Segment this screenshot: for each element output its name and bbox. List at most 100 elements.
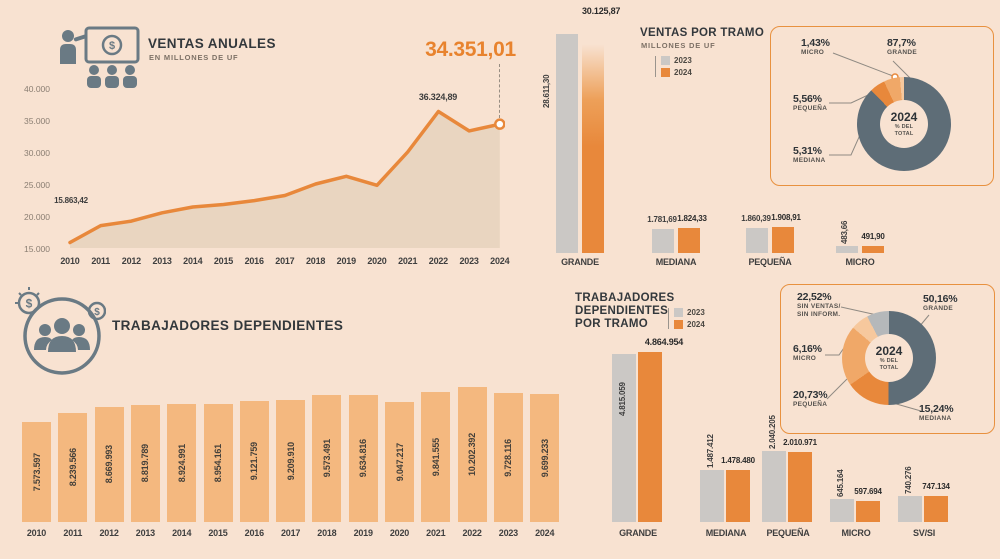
legend-swatch-2024-icon [661,68,670,77]
ventas-line-chart [68,109,505,248]
category-PEQUEÑA: PEQUEÑA [748,257,792,267]
donut-segment-label-3: 6,16% MICRO [793,343,822,363]
year-2016: 2016 [244,256,264,266]
category-GRANDE: GRANDE [619,528,657,538]
category-SV-SI: SV/SI [912,528,935,538]
bar-2023-SV/SI [898,496,922,522]
bar-2010: 7.573.597 [22,422,51,522]
bar-2023-PEQUEÑA [762,451,786,522]
value-2023-PEQUEÑA: 2.040.205 [768,415,777,449]
year-2023: 2023 [459,256,479,266]
legend-item-2023: 2023 [661,56,692,65]
segment-name: MICRO [793,355,817,363]
segment-pct: 15,24% [919,403,954,415]
year-2021: 2021 [398,256,418,266]
year-2021: 2021 [426,528,446,538]
year-2010: 2010 [60,256,80,266]
bar-2024-MICRO [856,501,880,522]
donut-center-subtitle: % DEL TOTAL [894,124,914,137]
value-2024-MICRO: 491,90 [861,232,885,241]
bar-2011: 8.239.566 [58,413,88,522]
year-2018: 2018 [317,528,337,538]
value-2023-GRANDE: 28.611,30 [542,74,551,108]
bar-2024: 9.699.233 [530,394,560,522]
trabajadores-por-tramo-legend: 2023 2024 [668,308,705,329]
year-2013: 2013 [135,528,155,538]
donut-center: 2024 % DEL TOTAL [880,100,928,148]
last-point-marker [494,118,505,130]
bar-2023-MEDIANA [700,470,724,522]
ventas-share-panel: 2024 % DEL TOTAL 87,7% GRANDE 5,31% MEDIANA… [770,26,994,186]
category-MEDIANA: MEDIANA [655,257,697,267]
trabajadores-por-tramo-title: TRABAJADORES DEPENDIENTES POR TRAMO [575,292,675,330]
segment-pct: 20,73% [793,389,828,401]
legend-swatch-2023-icon [674,308,683,317]
donut-segment-label-1: 15,24% MEDIANA [919,403,954,423]
dollar-icon: $ [94,307,100,318]
value-2023-MEDIANA: 1.487.412 [706,434,715,468]
bar-2024-MEDIANA [678,228,700,253]
year-2016: 2016 [244,528,264,538]
year-2023: 2023 [498,528,518,538]
legend-swatch-2023-icon [661,56,670,65]
category-MICRO: MICRO [841,528,871,538]
value-2023-SV/SI: 740.276 [904,466,913,494]
y-tick: 30.000 [24,148,50,158]
year-2022: 2022 [428,256,448,266]
trabajadores-share-panel: 2024 % DEL TOTAL 50,16% GRANDE 15,24% MEDIA… [780,284,995,434]
bar-2017: 9.209.910 [276,400,306,522]
donut-center: 2024 % DEL TOTAL [865,334,913,382]
legend-label-2023: 2023 [674,56,692,65]
bar-2024-MICRO [862,246,884,253]
value-2023-PEQUEÑA: 1.860,39 [741,214,771,223]
highlight-dashed-line [499,64,500,118]
bar-value-label: 8.819.789 [140,444,151,483]
value-2024-GRANDE: 4.864.954 [644,337,684,347]
year-2014: 2014 [172,528,192,538]
bar-2024-GRANDE [582,40,604,253]
segment-pct: 87,7% [887,37,916,49]
bar-value-label: 9.841.555 [430,437,441,477]
bar-2024-GRANDE [638,352,662,522]
y-tick: 40.000 [24,84,50,94]
ventas-anuales-title: VENTAS ANUALES [148,36,276,51]
year-2017: 2017 [275,256,295,266]
first-point-annotation: 15.863,42 [54,196,88,205]
value-2024-PEQUEÑA: 1.908,91 [771,213,801,222]
bar-2024-MEDIANA [726,470,750,522]
bar-2023-PEQUEÑA [746,228,768,253]
bar-2014: 8.924.991 [167,404,197,522]
year-2017: 2017 [280,528,301,538]
bar-2023: 9.728.116 [493,393,523,522]
value-2023-MEDIANA: 1.781,69 [647,215,677,224]
bar-2019: 9.634.816 [348,395,378,522]
donut-segment-label-0: 50,16% GRANDE [923,293,958,313]
bar-2024-PEQUEÑA [772,227,794,253]
legend-label-2023: 2023 [687,308,705,317]
y-tick: 35.000 [24,116,50,126]
bar-value-label: 8.924.991 [176,443,187,483]
bar-value-label: 7.573.597 [31,452,42,492]
bar-value-label: 9.121.759 [249,442,260,481]
segment-pct: 6,16% [793,343,822,355]
ventas-2024-highlight: 34.351,01 [425,38,516,61]
year-2018: 2018 [305,256,326,266]
donut-segment-label-1: 5,31% MEDIANA [793,145,825,165]
year-2013: 2013 [152,256,172,266]
donut-center-year: 2024 [875,344,903,359]
year-2010: 2010 [26,528,47,538]
segment-name: PEQUEÑA [793,105,828,113]
value-2024-MEDIANA: 1.824,33 [677,214,707,223]
dollar-icon: $ [26,297,33,311]
value-2023-MICRO: 483,66 [840,220,849,244]
segment-pct: 50,16% [923,293,958,305]
year-2019: 2019 [336,256,356,266]
trabajadores-title: TRABAJADORES DEPENDIENTES [112,318,344,333]
donut-center-year: 2024 [890,110,918,125]
legend-item-2023: 2023 [674,308,705,317]
legend-swatch-2024-icon [674,320,683,329]
donut-segment-label-3: 1,43% MICRO [801,37,830,57]
value-2024-GRANDE: 30.125,87 [582,6,621,16]
y-tick: 15.000 [24,244,50,254]
